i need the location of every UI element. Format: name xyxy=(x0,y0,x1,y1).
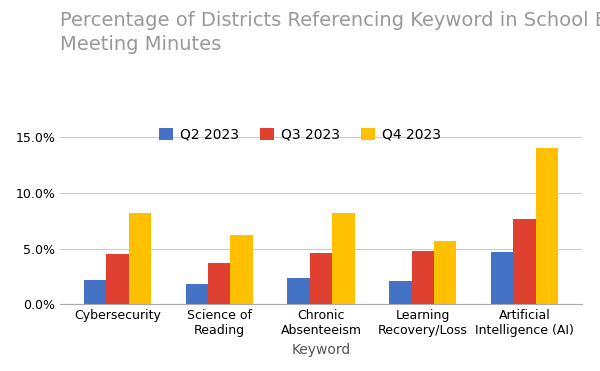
X-axis label: Keyword: Keyword xyxy=(292,343,350,357)
Bar xyxy=(310,253,332,304)
Bar xyxy=(412,251,434,304)
Bar xyxy=(128,213,151,304)
Legend: Q2 2023, Q3 2023, Q4 2023: Q2 2023, Q3 2023, Q4 2023 xyxy=(154,122,446,147)
Bar xyxy=(185,284,208,304)
Bar xyxy=(332,213,355,304)
Bar xyxy=(491,252,514,304)
Bar xyxy=(389,281,412,304)
Bar xyxy=(514,219,536,304)
Text: Percentage of Districts Referencing Keyword in School Board
Meeting Minutes: Percentage of Districts Referencing Keyw… xyxy=(60,11,600,54)
Bar xyxy=(434,241,457,304)
Bar xyxy=(84,280,106,304)
Bar xyxy=(287,278,310,304)
Bar xyxy=(536,148,558,304)
Bar xyxy=(106,254,128,304)
Bar xyxy=(208,263,230,304)
Bar xyxy=(230,235,253,304)
